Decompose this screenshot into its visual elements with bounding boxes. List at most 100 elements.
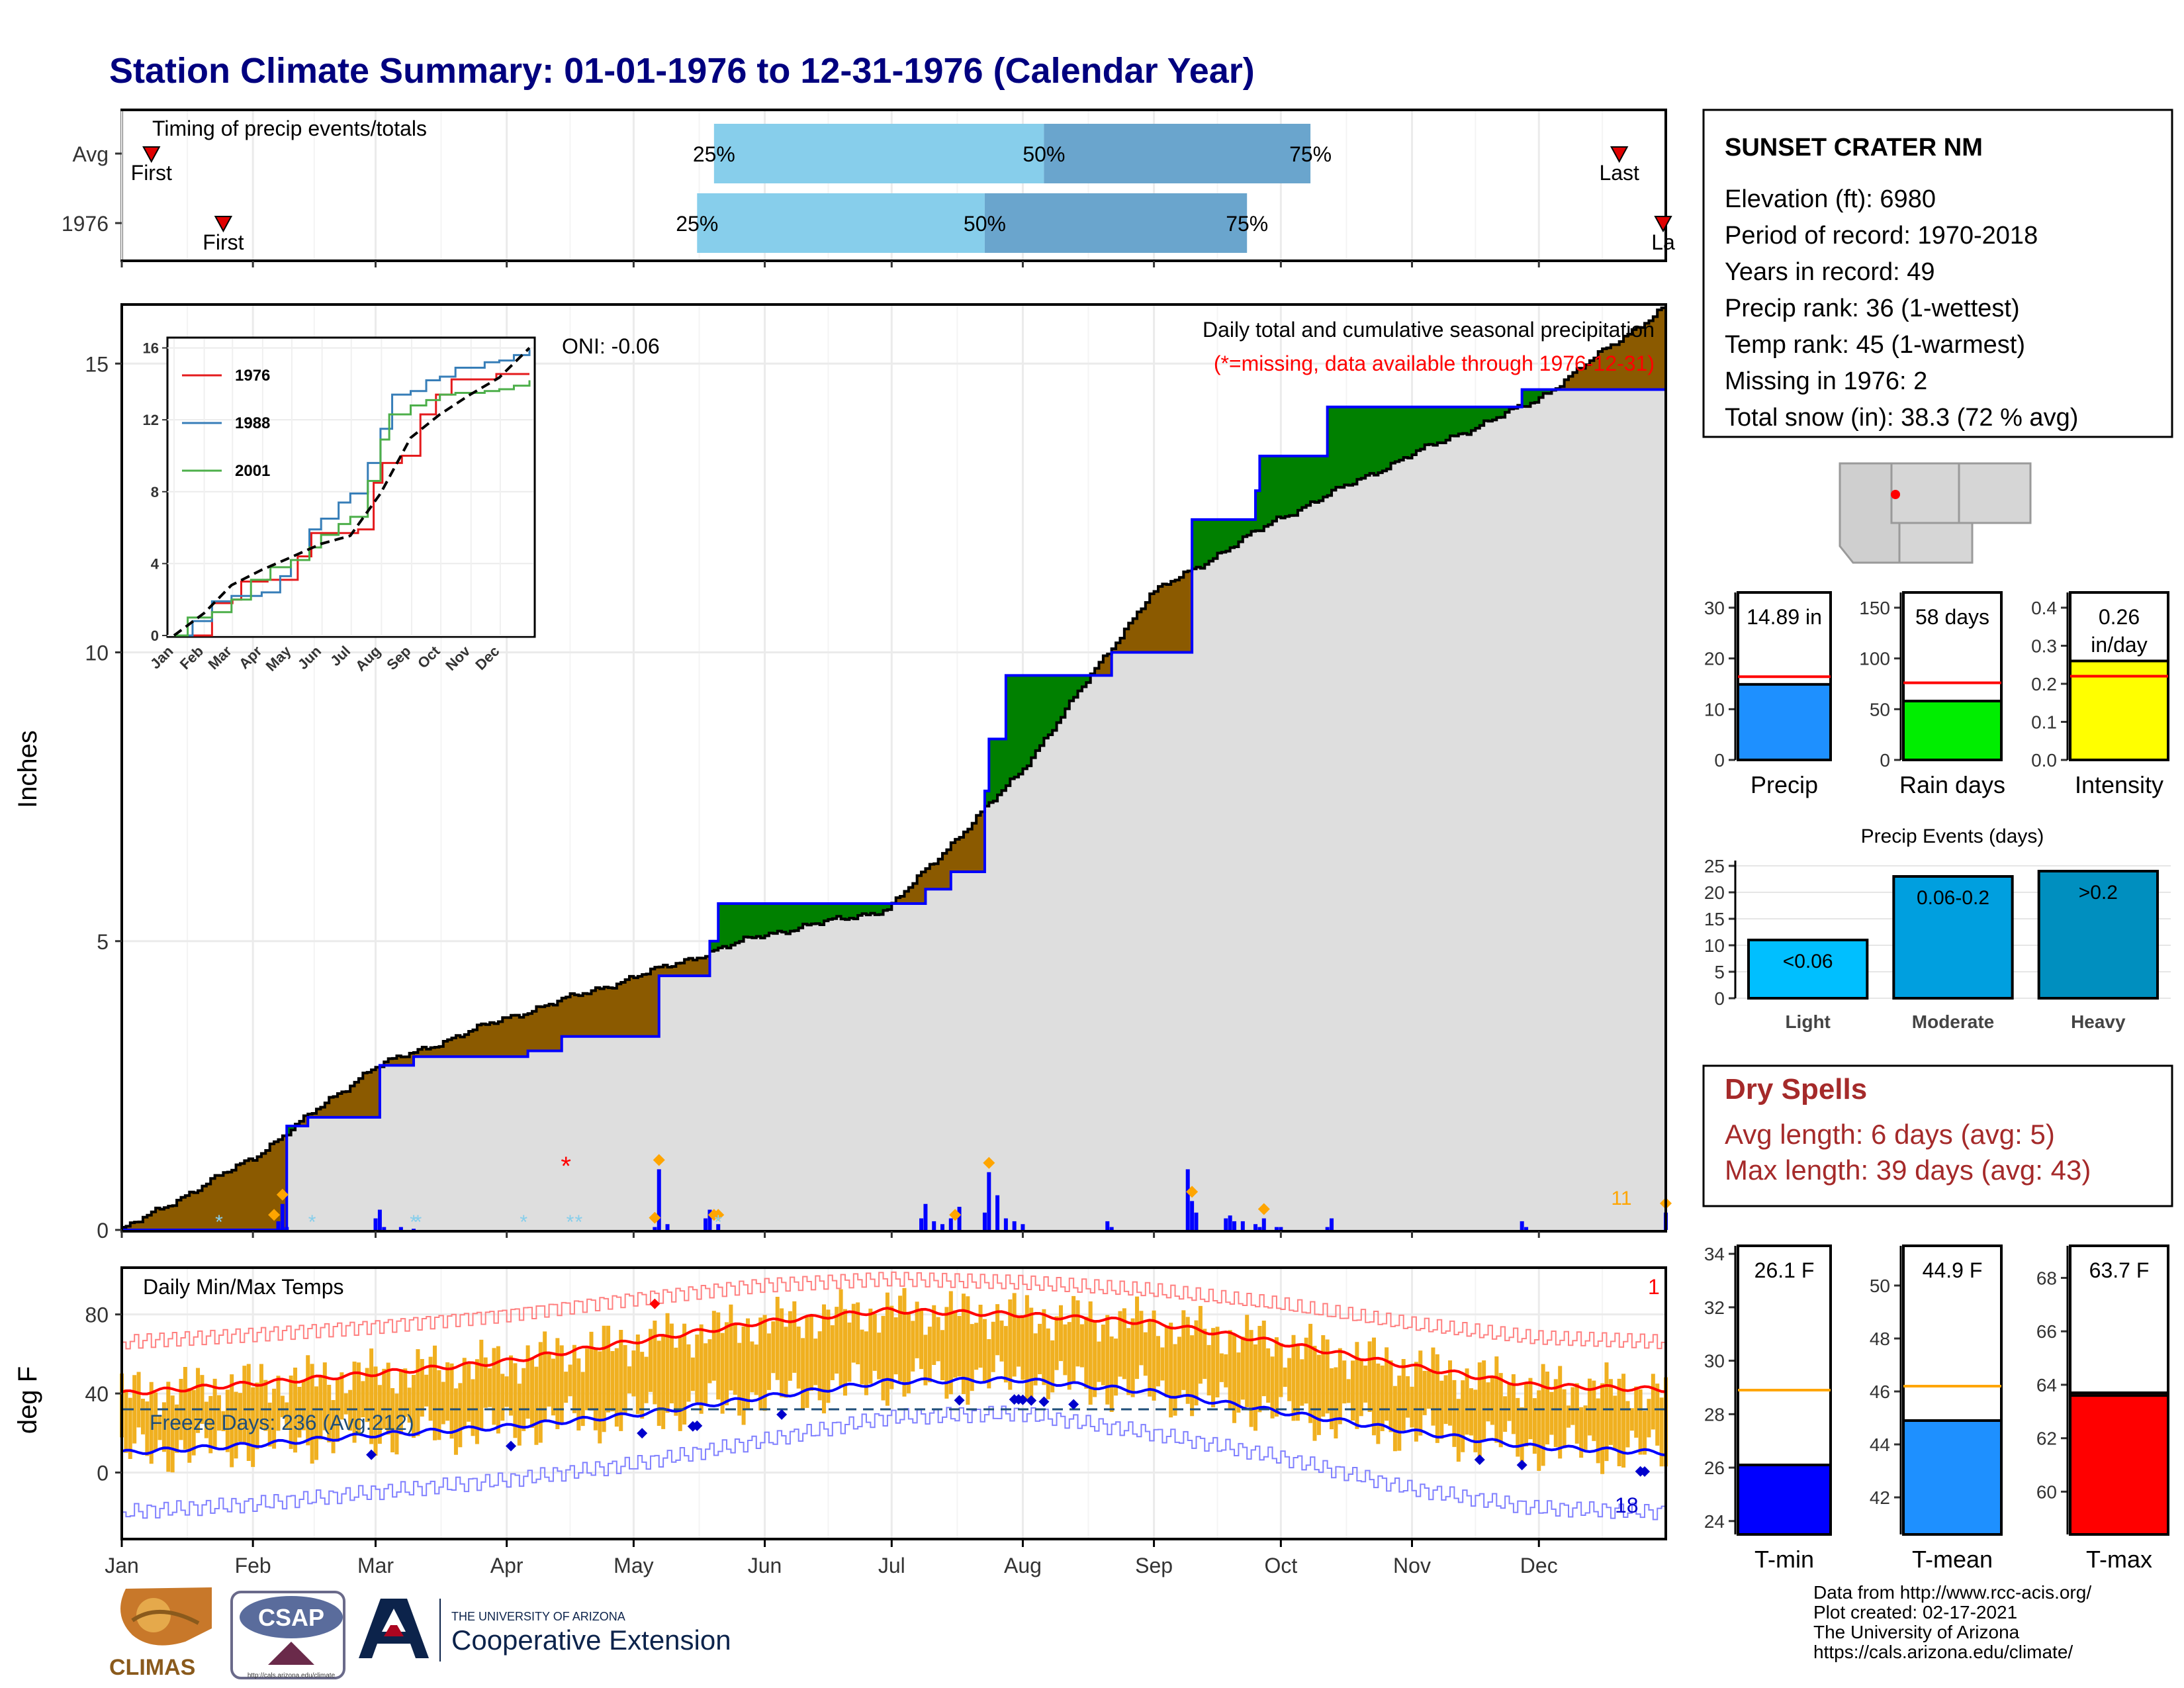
temp-y-tick-label: 40 — [85, 1382, 109, 1406]
daily-precip-bar — [1253, 1224, 1257, 1230]
small-chart-y-tick-label: 24 — [1704, 1511, 1725, 1532]
record-max-line — [122, 1271, 1666, 1350]
rain-days-chart: 0 50 100 150 58 days Rain days — [1859, 591, 2005, 798]
small-chart-value-label: 58 days — [1915, 605, 1989, 629]
station-details: Elevation (ft): 6980 Period of record: 19… — [1725, 185, 2078, 432]
temp-y-label: deg F — [13, 1366, 42, 1434]
extreme-precip-marker — [983, 1156, 995, 1169]
csap-logo: CSAP http://cals.arizona.edu/climate — [230, 1591, 345, 1679]
small-chart-y-tick-label: 66 — [2036, 1321, 2057, 1342]
inset-y-tick-label: 16 — [143, 340, 159, 357]
month-tick-label: Sep — [1135, 1554, 1173, 1577]
month-tick-label: Jul — [878, 1554, 905, 1577]
snow-marker: * — [574, 1211, 582, 1233]
daily-precip-bar — [1279, 1227, 1283, 1230]
events-bar — [2037, 870, 2160, 1000]
small-chart-y-tick-label: 34 — [1704, 1244, 1725, 1264]
month-tick-label: Jun — [748, 1554, 782, 1577]
dry-spells-max: Max length: 39 days (avg: 43) — [1725, 1154, 2091, 1186]
daily-precip-bar — [982, 1212, 987, 1230]
small-chart-y-tick-label: 0.1 — [2031, 712, 2057, 733]
events-category-label: Light — [1785, 1011, 1830, 1032]
daily-precip-bar — [285, 1227, 289, 1230]
footer-credits: Data from http://www.rcc-acis.org/Plot c… — [1813, 1582, 2091, 1662]
dry-spells-avg: Avg length: 6 days (avg: 5) — [1725, 1119, 2055, 1150]
timing-p75-label: 75% — [1289, 142, 1332, 166]
events-category-label: Moderate — [1912, 1011, 1994, 1032]
precip-observed-line — [122, 388, 1666, 1231]
inset-legend-label: 2001 — [235, 462, 270, 480]
inset-y-tick-label: 8 — [151, 484, 159, 500]
record-max-count: 1 — [1648, 1275, 1660, 1299]
daily-precip-bar — [1003, 1218, 1008, 1230]
small-chart-y-tick-label: 48 — [1870, 1329, 1890, 1349]
t-min-chart: 24 26 28 30 32 34 26.1 F T-min — [1704, 1244, 1832, 1573]
map-state-new-mexico — [1898, 522, 1974, 564]
temp-y-tick-label: 0 — [97, 1461, 109, 1485]
daily-precip-bar — [1228, 1215, 1232, 1230]
timing-p50-label: 50% — [964, 212, 1006, 236]
timing-bar-50-75 — [984, 193, 1248, 253]
t-max-chart: 60 62 64 66 68 63.7 F T-max — [2036, 1244, 2169, 1573]
record-min-marker — [1026, 1395, 1037, 1406]
small-chart-bar — [1737, 682, 1832, 762]
daily-precip-bar — [1109, 1227, 1114, 1230]
temp-title: Daily Min/Max Temps — [143, 1275, 343, 1299]
daily-precip-bar — [987, 1172, 991, 1230]
daily-precip-bar — [276, 1221, 281, 1230]
daily-precip-bar — [957, 1207, 962, 1230]
record-min-marker — [776, 1409, 788, 1420]
small-chart-category-label: T-max — [2086, 1546, 2152, 1573]
daily-precip-bar — [1274, 1227, 1279, 1230]
small-chart-bar — [1902, 1419, 2003, 1536]
precip-daily-bars — [276, 1169, 1668, 1230]
daily-precip-bar — [1012, 1221, 1017, 1230]
timing-title: Timing of precip events/totals — [152, 117, 427, 140]
small-chart-category-label: Intensity — [2075, 771, 2163, 798]
station-info-frame — [1702, 109, 2173, 438]
timing-first-label: First — [131, 161, 172, 185]
ua-logo-top: THE UNIVERSITY OF ARIZONA — [451, 1610, 625, 1623]
climas-logo: CLIMAS — [109, 1587, 212, 1680]
small-chart-category-label: Precip — [1751, 771, 1818, 798]
inset-series-line — [174, 380, 531, 637]
daily-precip-bar — [1190, 1201, 1195, 1230]
station-detail-line: Missing in 1976: 2 — [1725, 367, 1927, 395]
extreme-precip-marker — [276, 1188, 289, 1201]
small-chart-y-tick-label: 46 — [1870, 1382, 1890, 1402]
month-tick-label: May — [614, 1554, 653, 1577]
small-chart-bar — [1902, 700, 2003, 761]
daily-precip-bar — [1325, 1227, 1330, 1230]
small-chart-category-label: Rain days — [1899, 771, 2005, 798]
events-y-tick-label: 15 — [1704, 909, 1725, 929]
month-tick-label: Oct — [1264, 1554, 1297, 1577]
small-chart-value-unit: in/day — [2091, 633, 2147, 657]
station-detail-line: Period of record: 1970-2018 — [1725, 222, 2038, 250]
daily-precip-bar — [1261, 1218, 1266, 1230]
extreme-precip-marker — [1257, 1203, 1270, 1215]
snow-marker: * — [520, 1211, 527, 1233]
small-chart-y-tick-label: 50 — [1870, 1276, 1890, 1296]
events-y-tick-label: 10 — [1704, 935, 1725, 956]
events-y-tick-label: 5 — [1714, 962, 1725, 982]
temp-content — [120, 1271, 1668, 1521]
month-axis: Jan Feb Mar Apr May Jun Jul Aug Sep Oct Nov Dec — [105, 1539, 1558, 1577]
footer-line: Data from http://www.rcc-acis.org/ — [1813, 1582, 2091, 1603]
record-min-marker — [1516, 1460, 1527, 1471]
inset-legend-label: 1976 — [235, 367, 270, 385]
daily-precip-bar — [1257, 1227, 1262, 1230]
precip-events-title: Precip Events (days) — [1861, 825, 2044, 847]
small-chart-y-tick-label: 26 — [1704, 1458, 1725, 1478]
inset-y-tick-label: 0 — [151, 628, 159, 644]
timing-first-marker — [214, 216, 233, 233]
precip-y-axis: 0 5 10 15 — [85, 352, 1540, 1243]
daily-precip-bar — [704, 1218, 708, 1230]
small-chart-y-tick-label: 10 — [1704, 699, 1725, 720]
precip-panel-frame — [120, 303, 1667, 1233]
daily-precip-bar — [1105, 1221, 1110, 1230]
timing-first-label: First — [203, 230, 244, 254]
timing-row-label: Avg — [72, 142, 109, 166]
inset-series-line — [174, 350, 531, 637]
small-chart-y-tick-label: 100 — [1859, 649, 1890, 669]
